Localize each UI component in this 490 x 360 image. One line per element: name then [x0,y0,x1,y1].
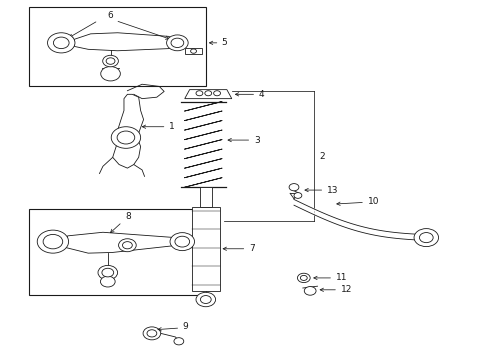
Circle shape [102,268,114,277]
Circle shape [122,242,132,249]
Circle shape [414,229,439,247]
Circle shape [191,49,196,53]
Text: 12: 12 [341,285,352,294]
Bar [185,48,202,54]
Circle shape [174,338,184,345]
Circle shape [43,234,63,249]
Circle shape [304,287,316,295]
Text: 11: 11 [336,274,347,282]
Circle shape [117,131,135,144]
Text: 8: 8 [110,212,131,233]
Circle shape [48,33,75,53]
Circle shape [147,330,157,337]
Circle shape [196,292,216,307]
Bar [29,209,206,295]
Circle shape [98,265,118,280]
Bar [200,187,212,207]
Text: 1: 1 [169,122,175,131]
Text: 5: 5 [221,38,227,47]
Text: 7: 7 [249,244,255,253]
Circle shape [53,37,69,49]
Polygon shape [65,232,172,253]
Text: 10: 10 [368,197,379,206]
Circle shape [205,91,212,96]
Circle shape [297,273,310,283]
Circle shape [106,58,115,64]
Text: 9: 9 [182,323,188,331]
Circle shape [200,296,211,303]
Circle shape [294,193,302,198]
Bar [29,7,206,86]
Text: 2: 2 [319,152,325,161]
Bar [192,207,220,291]
Circle shape [196,91,203,96]
Circle shape [143,327,161,340]
Circle shape [300,275,307,280]
Circle shape [289,184,299,191]
Text: 6: 6 [108,10,113,19]
Circle shape [103,55,119,67]
Circle shape [167,35,188,51]
Circle shape [119,239,136,252]
Circle shape [175,236,190,247]
Text: 3: 3 [254,136,260,145]
Text: 4: 4 [259,90,264,99]
Polygon shape [74,33,175,51]
Circle shape [100,276,115,287]
Circle shape [101,67,121,81]
Circle shape [111,127,141,148]
Circle shape [214,91,220,96]
Polygon shape [113,94,144,168]
Circle shape [170,233,195,251]
Circle shape [419,233,433,243]
Text: 13: 13 [327,186,338,194]
Polygon shape [185,90,232,99]
Circle shape [37,230,69,253]
Circle shape [171,38,184,48]
